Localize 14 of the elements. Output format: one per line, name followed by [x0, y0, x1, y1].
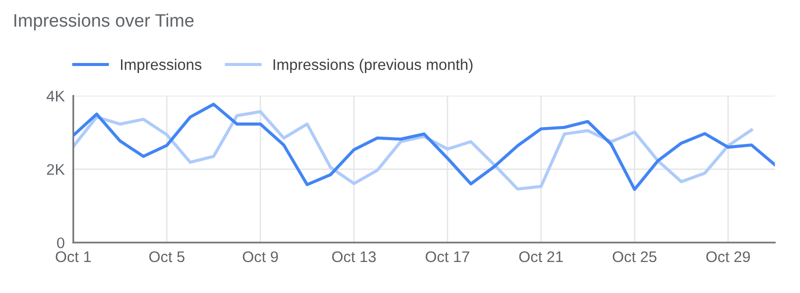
x-tick-label: Oct 13 — [332, 251, 376, 262]
y-tick-label: 0 — [57, 237, 64, 248]
x-tick-label: Oct 25 — [612, 251, 656, 262]
legend-label: Impressions — [120, 58, 202, 74]
x-tick-label: Oct 5 — [149, 251, 184, 262]
x-tick-label: Oct 29 — [706, 251, 750, 262]
x-tick-label: Oct 21 — [519, 251, 563, 262]
y-tick-label: 2K — [47, 164, 65, 175]
x-tick-label: Oct 17 — [426, 251, 470, 262]
y-tick-label: 4K — [46, 90, 65, 102]
chart-title: Impressions over Time — [14, 14, 194, 30]
legend-label: Impressions (previous month) — [274, 58, 472, 74]
x-tick-label: Oct 9 — [242, 251, 278, 262]
x-tick-label: Oct 1 — [56, 251, 91, 262]
